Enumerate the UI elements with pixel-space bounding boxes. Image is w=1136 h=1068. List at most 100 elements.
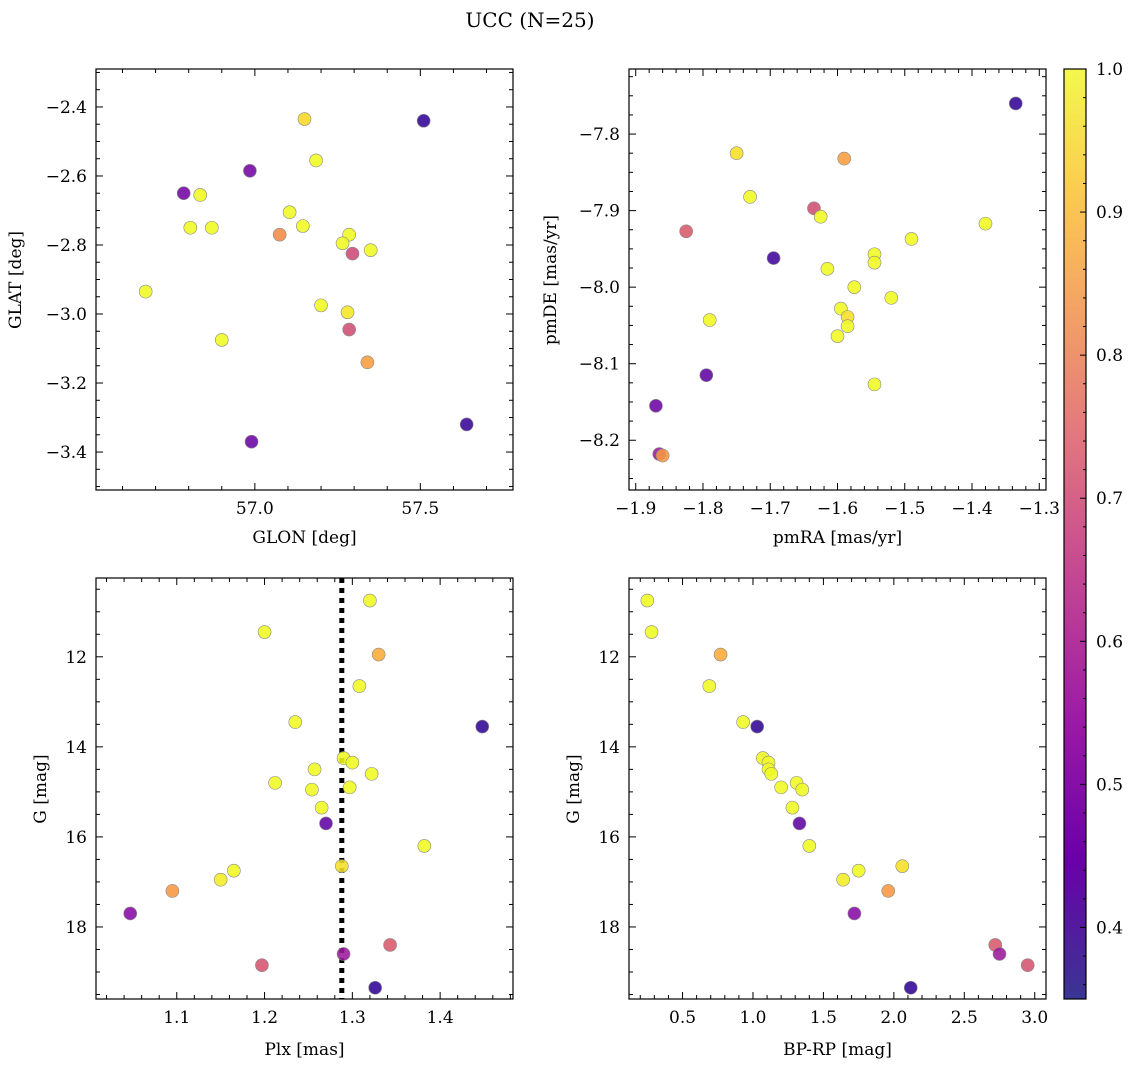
scatter-point xyxy=(830,329,845,343)
y-tick-label: −8.0 xyxy=(579,278,620,298)
y-axis-label: pmDE [mas/yr] xyxy=(541,215,561,345)
scatter-point xyxy=(895,859,910,873)
scatter-point xyxy=(183,220,198,235)
scatter-point xyxy=(764,767,779,781)
scatter-point xyxy=(649,398,663,413)
y-tick-label: −3.4 xyxy=(46,443,87,463)
x-tick-label: 1.1 xyxy=(163,1008,190,1028)
colorbar-tick-label: 0.6 xyxy=(1096,632,1123,652)
y-axis-label: G [mag] xyxy=(564,754,584,823)
x-tick-label: 1.0 xyxy=(739,1008,766,1028)
x-tick-label: 1.5 xyxy=(810,1008,837,1028)
scatter-point xyxy=(847,280,862,294)
axes-frame xyxy=(95,577,514,1000)
y-tick-label: 12 xyxy=(65,648,87,668)
y-tick-label: −2.6 xyxy=(46,167,87,187)
scatter-point xyxy=(813,209,828,224)
x-tick-label: 57.5 xyxy=(401,499,439,519)
scatter-point xyxy=(342,780,357,795)
scatter-point xyxy=(475,719,490,734)
x-tick-label: 2.5 xyxy=(951,1008,978,1028)
x-axis-label: pmRA [mas/yr] xyxy=(773,528,902,548)
y-axis-label: G [mag] xyxy=(31,754,51,823)
axes-frame xyxy=(95,68,514,491)
panel-3: 1.1 1.2 1.3 1.4 12 14 16 18 Plx [mas] G [mag] xyxy=(31,577,514,1060)
scatter-point xyxy=(655,448,670,463)
scatter-point xyxy=(644,625,659,639)
figure-title: UCC (N=25) xyxy=(465,8,594,32)
x-axis-label: BP-RP [mag] xyxy=(783,1040,892,1060)
y-tick-label: −3.0 xyxy=(46,305,87,325)
scatter-point xyxy=(750,719,764,734)
scatter-point xyxy=(766,251,781,265)
y-tick-label: −8.1 xyxy=(579,355,620,375)
scatter-point xyxy=(368,980,382,995)
x-tick-label: −1.7 xyxy=(750,499,791,519)
scatter-point xyxy=(165,884,180,898)
x-tick-label: 1.4 xyxy=(427,1008,454,1028)
scatter-point xyxy=(309,153,323,168)
scatter-point xyxy=(840,319,855,333)
scatter-point xyxy=(296,219,310,233)
x-tick-label: 57.0 xyxy=(236,499,274,519)
scatter-point xyxy=(227,863,241,878)
scatter-point xyxy=(992,947,1007,961)
scatter-point xyxy=(314,800,329,815)
scatter-point xyxy=(363,243,378,257)
x-axis-label: Plx [mas] xyxy=(264,1040,344,1060)
scatter-point xyxy=(364,767,379,781)
y-axis-label: GLAT [deg] xyxy=(6,231,26,329)
scatter-point xyxy=(193,188,208,202)
colorbar-tick-label: 0.5 xyxy=(1096,775,1123,795)
scatter-point xyxy=(282,205,297,220)
scatter-point xyxy=(305,782,319,797)
colorbar-tick-label: 0.9 xyxy=(1096,203,1123,223)
scatter-point xyxy=(255,958,269,973)
y-tick-label: 16 xyxy=(65,828,87,848)
scatter-point xyxy=(792,816,807,831)
scatter-point xyxy=(342,322,356,337)
x-tick-label: −1.3 xyxy=(1019,499,1060,519)
scatter-point xyxy=(640,593,655,608)
colorbar-gradient xyxy=(1063,68,1087,1000)
scatter-point xyxy=(214,333,229,347)
panel-2: −1.9 −1.8 −1.7 −1.6 −1.5 −1.4 −1.3 −8.2 −8.1 −8.0… xyxy=(541,68,1060,548)
scatter-point xyxy=(881,884,896,898)
colorbar-tick-label: 0.7 xyxy=(1096,489,1123,509)
scatter-point xyxy=(904,232,919,246)
scatter-point xyxy=(702,679,717,693)
scatter-point xyxy=(736,715,750,729)
scatter-point xyxy=(360,355,375,370)
scatter-point xyxy=(213,872,228,887)
scatter-point xyxy=(1008,96,1023,111)
scatter-point xyxy=(417,839,432,853)
scatter-point xyxy=(802,839,817,853)
y-tick-label: 14 xyxy=(65,738,87,758)
x-tick-label: −1.4 xyxy=(951,499,992,519)
colorbar-tick-label: 1.0 xyxy=(1096,60,1123,80)
scatter-point xyxy=(383,938,397,952)
y-tick-label: −7.9 xyxy=(579,202,620,222)
scatter-point xyxy=(743,190,757,204)
scatter-point xyxy=(352,679,367,693)
scatter-point xyxy=(903,980,918,995)
y-tick-label: 12 xyxy=(598,648,620,668)
scatter-point xyxy=(268,776,282,790)
y-tick-label: −8.2 xyxy=(579,431,620,451)
panel-4: 0.5 1.0 1.5 2.0 2.5 3.0 12 14 16 18 BP-RP [mag] G [… xyxy=(564,577,1048,1060)
x-tick-label: −1.8 xyxy=(682,499,723,519)
x-tick-label: −1.9 xyxy=(615,499,656,519)
x-tick-label: 1.3 xyxy=(339,1008,366,1028)
scatter-point xyxy=(123,906,138,921)
x-tick-label: 3.0 xyxy=(1021,1008,1048,1028)
scatter-point xyxy=(884,291,899,305)
scatter-point xyxy=(307,762,322,777)
scatter-point xyxy=(785,800,800,815)
axes-frame xyxy=(628,68,1047,491)
scatter-point xyxy=(297,112,312,126)
scatter-point xyxy=(138,284,153,299)
y-tick-label: 18 xyxy=(598,918,620,938)
scatter-point xyxy=(699,368,714,382)
scatter-point xyxy=(867,255,882,270)
